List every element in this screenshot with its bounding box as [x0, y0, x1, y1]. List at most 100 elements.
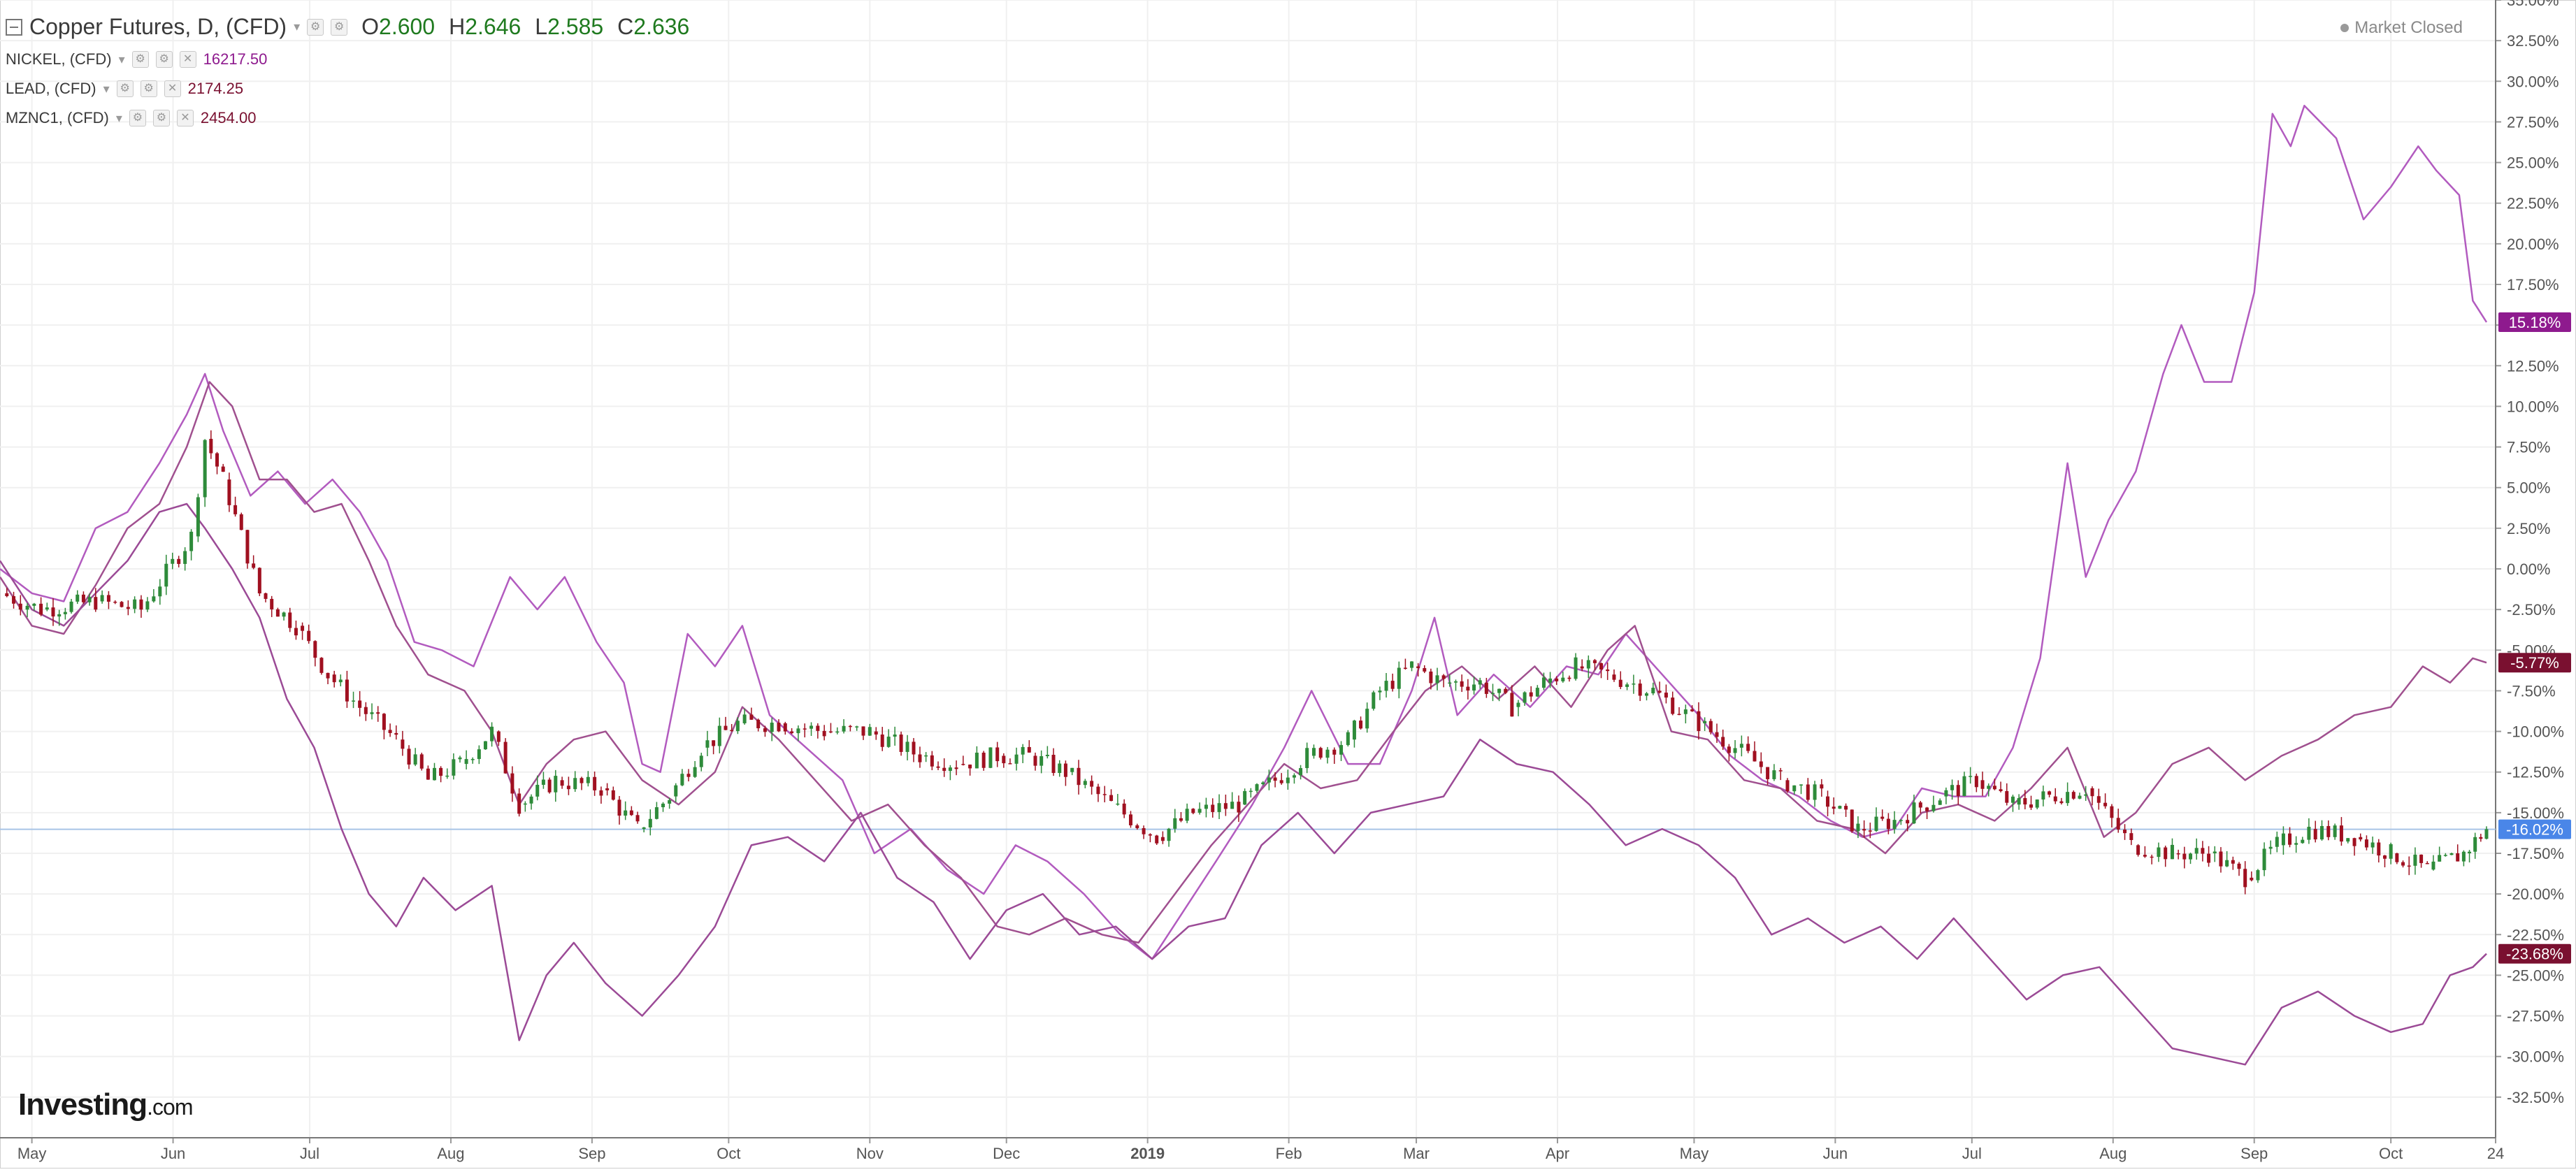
candle-body	[221, 466, 225, 472]
candle-body	[954, 767, 958, 769]
candle-body	[560, 780, 564, 786]
settings-icon[interactable]: ⚙	[129, 110, 146, 126]
settings-icon[interactable]: ⚙	[155, 51, 173, 68]
candle-body	[1416, 666, 1420, 668]
close-icon[interactable]: ✕	[179, 51, 196, 68]
candle-body	[1925, 807, 1929, 811]
ohlc-low-value: 2.585	[547, 14, 604, 39]
x-tick-label: Dec	[993, 1145, 1020, 1162]
candle-body	[974, 752, 979, 769]
candle-body	[2333, 825, 2337, 837]
candle-body	[1223, 803, 1228, 809]
candle-body	[1999, 789, 2003, 791]
candle-body	[2041, 791, 2045, 800]
candle-body	[693, 767, 697, 777]
candle-body	[680, 774, 684, 786]
candle-body	[1261, 782, 1265, 785]
candle-body	[439, 767, 443, 776]
candle-body	[1142, 827, 1146, 834]
x-tick-label: 2019	[1130, 1145, 1165, 1162]
candle-body	[2110, 806, 2114, 818]
chevron-down-icon[interactable]: ▾	[115, 110, 122, 125]
candle-body	[2136, 845, 2140, 855]
y-tick-label: 12.50%	[2507, 357, 2559, 375]
candle-body	[196, 497, 200, 537]
market-status-text: Market Closed	[2354, 18, 2463, 37]
candle-body	[1279, 780, 1283, 783]
candle-body	[239, 514, 243, 530]
candle-body	[1273, 777, 1277, 781]
candle-body	[1625, 684, 1629, 687]
settings-icon[interactable]: ⚙	[152, 110, 170, 126]
candle-body	[1657, 690, 1662, 693]
close-icon[interactable]: ✕	[176, 110, 194, 126]
candle-body	[364, 707, 368, 714]
investing-logo: Investing.com	[18, 1087, 194, 1122]
candle-body	[32, 603, 36, 606]
candle-body	[2352, 838, 2356, 846]
candle-body	[1490, 693, 1495, 695]
candle-body	[1472, 684, 1476, 690]
candle-body	[1155, 835, 1159, 844]
candle-body	[2212, 851, 2217, 853]
candle-body	[2377, 842, 2381, 856]
candle-body	[1267, 777, 1271, 783]
candle-body	[1167, 828, 1171, 841]
candle-body	[642, 827, 646, 830]
candle-body	[227, 479, 231, 505]
ohlc-close-value: 2.636	[633, 14, 690, 39]
overlay-legend-zinc: MZNC1, (CFD) ▾ ⚙ ⚙ ✕ 2454.00	[6, 109, 256, 127]
candle-body	[1292, 775, 1296, 778]
chevron-down-icon[interactable]: ▾	[118, 52, 125, 66]
settings-icon[interactable]: ⚙	[131, 51, 149, 68]
candle-body	[1703, 721, 1707, 723]
candle-body	[661, 803, 665, 808]
candle-body	[63, 612, 67, 614]
candle-body	[1211, 804, 1215, 812]
candle-body	[510, 773, 515, 794]
candle-body	[1384, 681, 1388, 691]
candle-body	[1255, 784, 1259, 791]
candle-body	[345, 679, 349, 702]
end-value-label: -16.02%	[2506, 821, 2563, 839]
overlay-value: 2454.00	[200, 109, 257, 126]
candle-body	[358, 700, 362, 708]
candle-body	[1466, 686, 1470, 690]
close-icon[interactable]: ✕	[164, 80, 181, 97]
candle-body	[209, 438, 213, 454]
candle-body	[1721, 737, 1725, 747]
candle-body	[1690, 709, 1694, 711]
settings-icon[interactable]: ⚙	[116, 80, 134, 97]
settings-icon[interactable]: ⚙	[331, 18, 348, 36]
candle-body	[382, 714, 386, 730]
candle-body	[51, 607, 55, 617]
candle-body	[12, 596, 16, 604]
collapse-icon[interactable]	[6, 18, 22, 36]
candle-body	[874, 731, 878, 735]
candle-body	[2143, 855, 2147, 857]
candle-body	[554, 776, 558, 793]
candle-body	[2071, 792, 2075, 799]
candle-body	[1820, 784, 1824, 789]
candle-body	[1122, 803, 1126, 815]
candle-body	[152, 596, 156, 602]
candle-body	[1002, 755, 1006, 764]
candle-body	[294, 628, 298, 636]
candle-body	[215, 453, 220, 467]
candle-body	[783, 723, 787, 732]
candle-body	[541, 779, 545, 785]
candle-body	[87, 597, 92, 602]
chevron-down-icon[interactable]: ▾	[294, 20, 301, 34]
y-tick-label: -12.50%	[2507, 764, 2564, 781]
settings-icon[interactable]: ⚙	[140, 80, 157, 97]
candle-body	[1799, 784, 1804, 786]
candle-body	[120, 602, 124, 607]
y-tick-label: -32.50%	[2507, 1089, 2564, 1106]
candle-body	[1892, 820, 1897, 830]
settings-icon[interactable]: ⚙	[307, 18, 324, 36]
chevron-down-icon[interactable]: ▾	[103, 81, 110, 96]
candle-body	[1204, 804, 1208, 809]
candle-body	[968, 765, 972, 769]
